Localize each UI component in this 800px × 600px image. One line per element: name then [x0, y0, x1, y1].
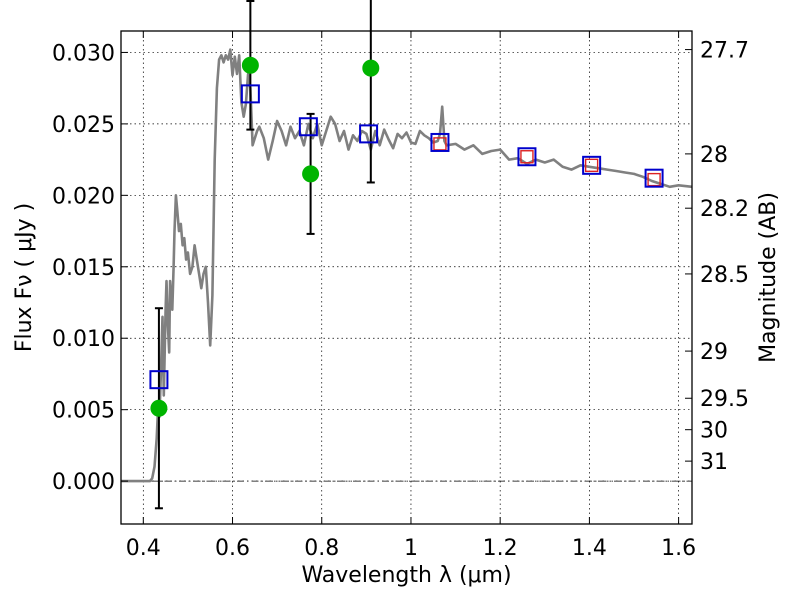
spectrum-line	[121, 48, 693, 483]
observed-point	[150, 399, 168, 417]
right-tick-label: 30	[700, 419, 728, 444]
model-red-square	[584, 158, 599, 173]
x-tick-label: 1	[404, 536, 418, 561]
right-tick-label: 29.5	[700, 387, 749, 412]
plot-frame	[120, 30, 693, 525]
x-tick-label: 1.4	[572, 536, 607, 561]
y-tick-label: 0.030	[52, 41, 115, 66]
y-axis-label: Flux Fν ( μJy )	[12, 203, 37, 352]
right-tick-label: 28.2	[700, 197, 749, 222]
observed-point	[241, 56, 259, 74]
right-tick-label: 29	[700, 340, 728, 365]
model-blue-square	[359, 124, 379, 144]
x-tick-label: 1.6	[661, 536, 696, 561]
x-tick-label: 0.6	[215, 536, 250, 561]
model-blue-square	[149, 370, 169, 390]
y-tick-label: 0.005	[52, 399, 115, 424]
y-tick-label: 0.010	[52, 327, 115, 352]
model-red-square	[520, 150, 534, 164]
right-tick-label: 27.7	[700, 39, 749, 64]
y-tick-label: 0.015	[52, 256, 115, 281]
right-tick-label: 28.5	[700, 263, 749, 288]
right-tick-label: 28	[700, 143, 728, 168]
x-axis-label: Wavelength λ (μm)	[301, 563, 511, 588]
observed-point	[362, 59, 380, 77]
model-spectrum-line	[121, 48, 693, 483]
x-axis-ticks: 0.4 0.6 0.8 1 1.2 1.4 1.6	[126, 31, 696, 561]
model-squares	[149, 84, 664, 390]
observed-points	[150, 56, 380, 417]
right-tick-label: 31	[700, 450, 728, 475]
x-tick-label: 0.4	[126, 536, 161, 561]
right-axis-ticks: 27.7 28 28.2 28.5 29 29.5 30 31	[685, 39, 749, 475]
model-blue-square	[582, 155, 602, 175]
right-axis-label: Magnitude (AB)	[756, 192, 781, 363]
model-blue-square	[644, 168, 664, 188]
x-tick-label: 0.8	[304, 536, 339, 561]
model-blue-square	[298, 117, 318, 137]
model-red-square	[433, 137, 447, 151]
model-blue-square	[240, 84, 260, 104]
model-blue-square	[517, 147, 537, 167]
y-tick-label: 0.020	[52, 184, 115, 209]
x-tick-label: 1.2	[483, 536, 518, 561]
model-red-square	[647, 172, 661, 187]
y-axis-ticks: 0.000 0.005 0.010 0.015 0.020 0.025 0.030	[52, 41, 128, 495]
y-tick-label: 0.000	[52, 470, 115, 495]
y-tick-label: 0.025	[52, 113, 115, 138]
model-blue-square	[430, 132, 450, 152]
observed-point	[302, 165, 320, 183]
